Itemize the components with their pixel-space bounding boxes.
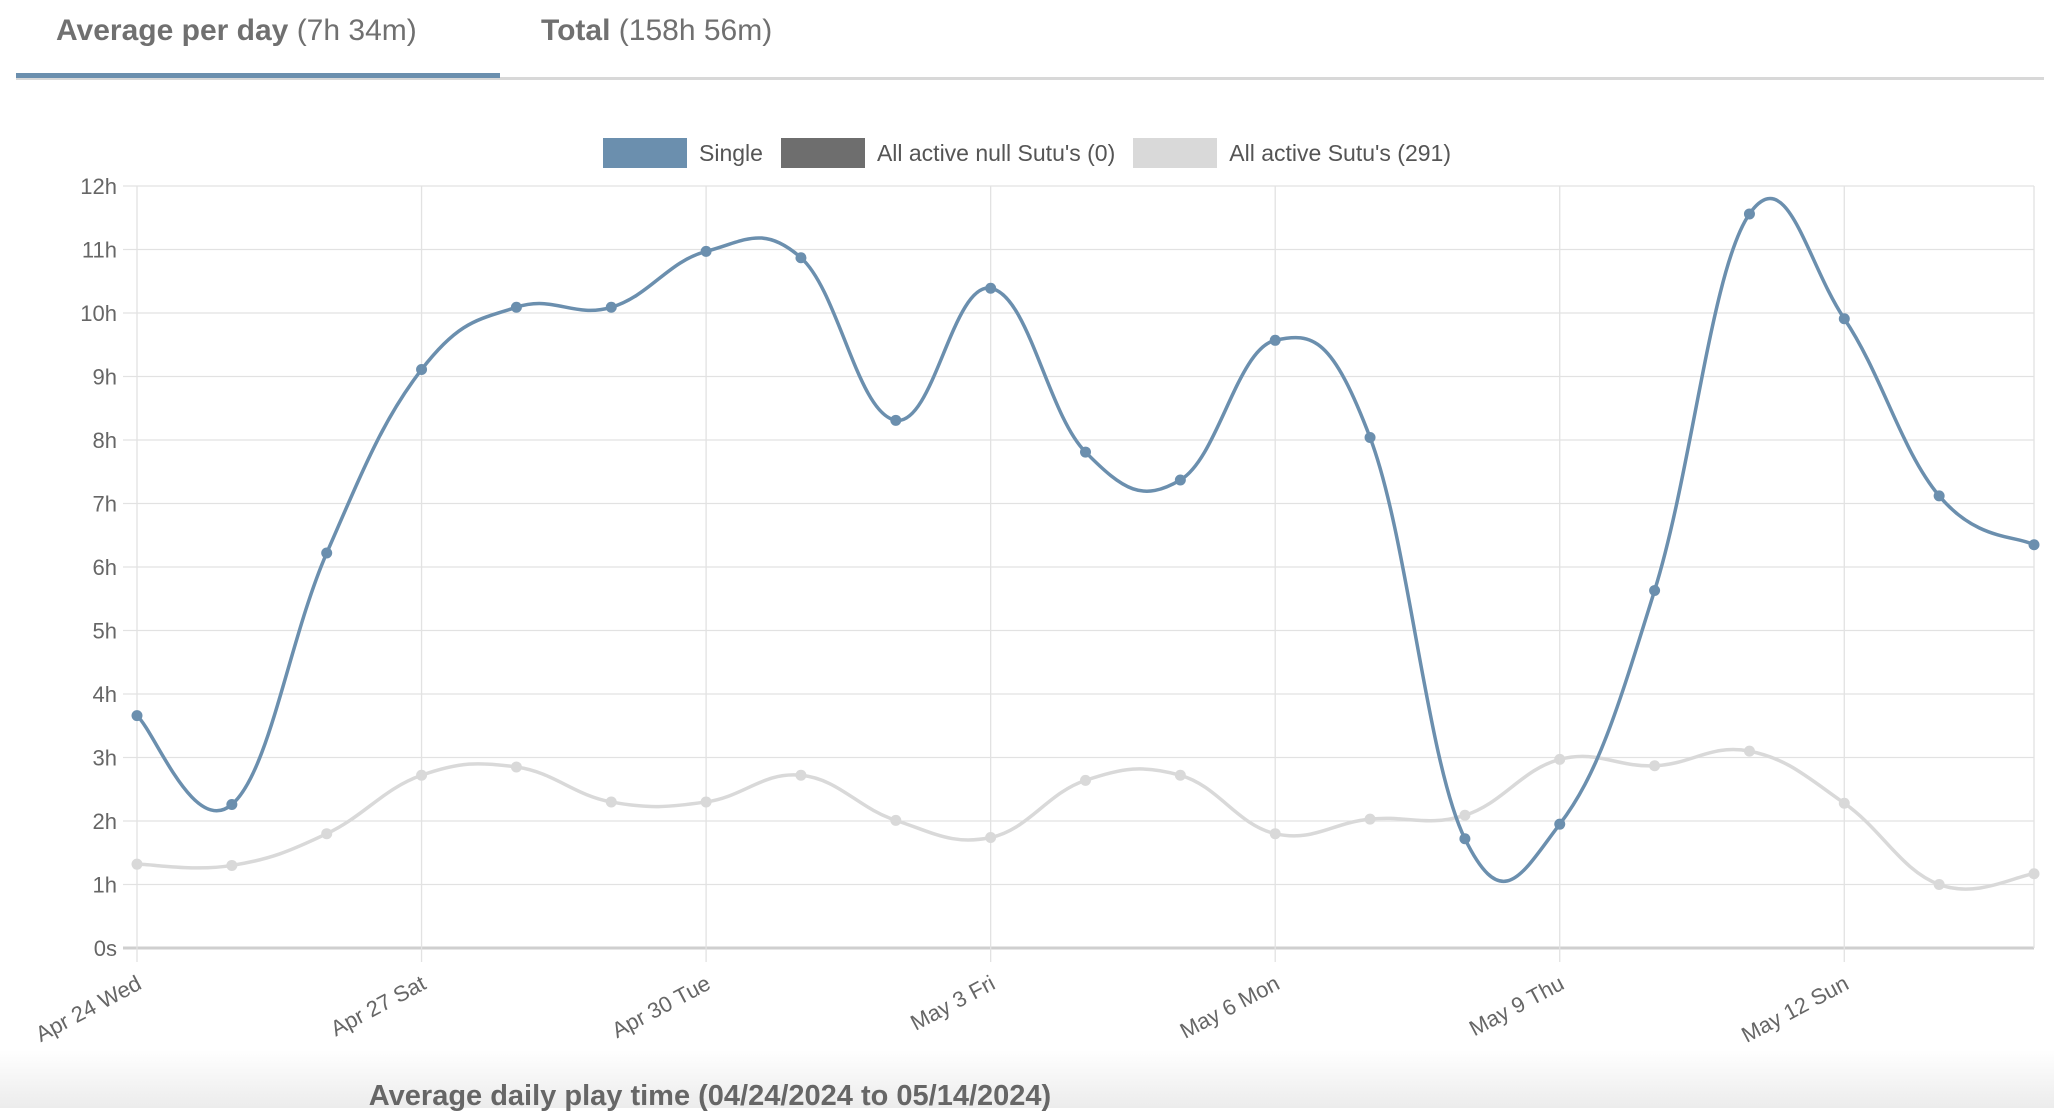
data-point [510, 301, 522, 313]
data-point [1364, 431, 1376, 443]
series-all-active [131, 745, 2040, 891]
data-point [795, 769, 807, 781]
y-tick-label: 4h [93, 682, 117, 707]
data-point [1269, 334, 1281, 346]
data-point [1080, 774, 1091, 786]
legend-swatch [603, 138, 687, 168]
legend-label: All active Sutu's (291) [1229, 139, 1451, 166]
tab-value: (7h 34m) [296, 14, 417, 47]
data-point [890, 414, 902, 426]
y-tick-label: 6h [93, 555, 117, 580]
y-tick-label: 7h [93, 492, 117, 517]
data-point [226, 859, 238, 871]
data-point [1649, 584, 1661, 596]
y-tick-label: 3h [93, 746, 117, 771]
x-tick-label: May 12 Sun [1737, 970, 1852, 1047]
y-tick-label: 0s [94, 936, 117, 961]
y-tick-label: 8h [93, 428, 117, 453]
data-point [1743, 745, 1755, 757]
y-tick-label: 1h [93, 873, 117, 898]
data-point [1838, 797, 1850, 809]
y-tick-label: 5h [93, 619, 117, 644]
data-point [1459, 833, 1471, 845]
tab-total[interactable]: Total (158h 56m) [541, 14, 772, 48]
data-point [321, 828, 333, 840]
x-tick-label: May 3 Fri [906, 970, 999, 1035]
tab-value: (158h 56m) [618, 14, 773, 47]
data-point [1933, 490, 1945, 502]
data-point [1174, 474, 1186, 486]
data-point [1364, 813, 1376, 825]
legend-label: Single [699, 139, 763, 166]
chart-legend: Single All active null Sutu's (0) All ac… [0, 138, 2054, 168]
y-tick-label: 2h [93, 809, 117, 834]
data-point [605, 301, 617, 313]
data-point [1743, 208, 1755, 220]
data-point [1080, 446, 1091, 458]
tab-label: Total [541, 14, 611, 47]
series-line [135, 196, 2035, 883]
legend-item-single[interactable]: Single [603, 138, 763, 168]
legend-item-null[interactable]: All active null Sutu's (0) [780, 138, 1116, 168]
data-point [226, 798, 238, 810]
data-point [510, 761, 522, 773]
x-tick-label: Apr 27 Sat [326, 970, 430, 1041]
data-point [890, 814, 902, 826]
series-single [131, 196, 2040, 883]
x-tick-label: Apr 30 Tue [608, 970, 715, 1043]
data-point [1933, 879, 1945, 890]
legend-item-all[interactable]: All active Sutu's (291) [1133, 138, 1451, 168]
data-point [795, 252, 807, 264]
data-point [700, 245, 712, 257]
data-point [2028, 539, 2040, 551]
data-point [1174, 769, 1186, 781]
series-line [136, 747, 2035, 891]
y-tick-label: 11h [82, 238, 117, 263]
data-point [605, 796, 617, 808]
y-tick-label: 12h [80, 174, 117, 199]
y-tick-label: 10h [80, 301, 117, 326]
tab-average-per-day[interactable]: Average per day (7h 34m) [56, 14, 417, 48]
data-point [416, 364, 428, 376]
tab-label: Average per day [56, 14, 289, 47]
data-point [985, 282, 997, 294]
y-tick-label: 9h [93, 365, 117, 390]
data-point [1838, 313, 1850, 325]
data-point [1459, 809, 1471, 821]
data-point [131, 858, 143, 870]
legend-label: All active null Sutu's (0) [876, 139, 1116, 166]
tab-bar: Average per day (7h 34m) Total (158h 56m… [16, 0, 2044, 80]
chart-title: Average daily play time (04/24/2024 to 0… [368, 1080, 1052, 1112]
data-point [2028, 868, 2040, 880]
x-tick-label: May 6 Mon [1176, 970, 1284, 1043]
legend-swatch [780, 138, 865, 168]
data-point [321, 547, 333, 559]
data-point [131, 710, 143, 722]
data-point [985, 832, 997, 844]
data-point [1554, 753, 1566, 765]
data-point [1649, 760, 1661, 772]
data-point [416, 769, 428, 781]
active-tab-indicator [16, 73, 500, 78]
x-tick-label: Apr 24 Wed [31, 970, 145, 1046]
legend-swatch [1133, 138, 1218, 168]
data-point [1554, 818, 1566, 830]
x-tick-label: May 9 Thu [1465, 970, 1568, 1041]
data-point [700, 796, 712, 808]
footer-band [0, 1050, 2054, 1108]
data-point [1269, 828, 1281, 840]
